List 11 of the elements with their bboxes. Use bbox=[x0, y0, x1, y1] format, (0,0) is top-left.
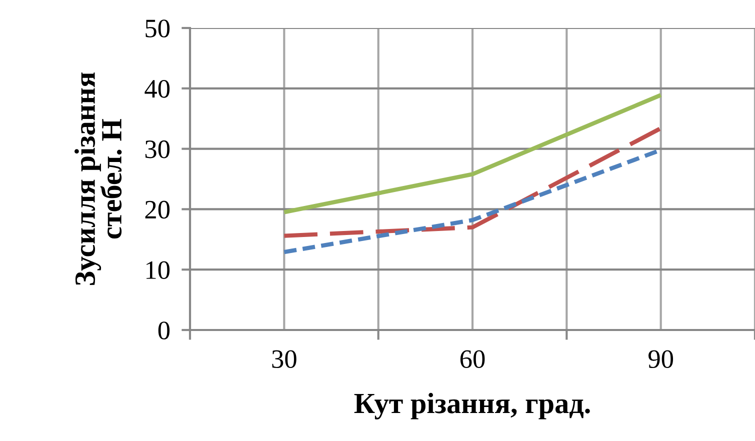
y-tick-label: 20 bbox=[145, 200, 170, 219]
y-tick-label: 50 bbox=[146, 20, 170, 38]
y-tick-label: 40 bbox=[144, 80, 170, 98]
y-tick-label: 10 bbox=[146, 261, 170, 280]
y-tick-label: 30 bbox=[145, 140, 170, 158]
y-axis-title: Зусилля різання стебел. Н bbox=[74, 72, 122, 285]
y-tick-label: 0 bbox=[158, 322, 170, 340]
x-tick-label: 60 bbox=[460, 350, 485, 368]
x-tick-label: 90 bbox=[648, 350, 674, 368]
x-axis-title: Кут різання, град. bbox=[354, 392, 590, 420]
x-tick-label: 30 bbox=[272, 350, 296, 368]
